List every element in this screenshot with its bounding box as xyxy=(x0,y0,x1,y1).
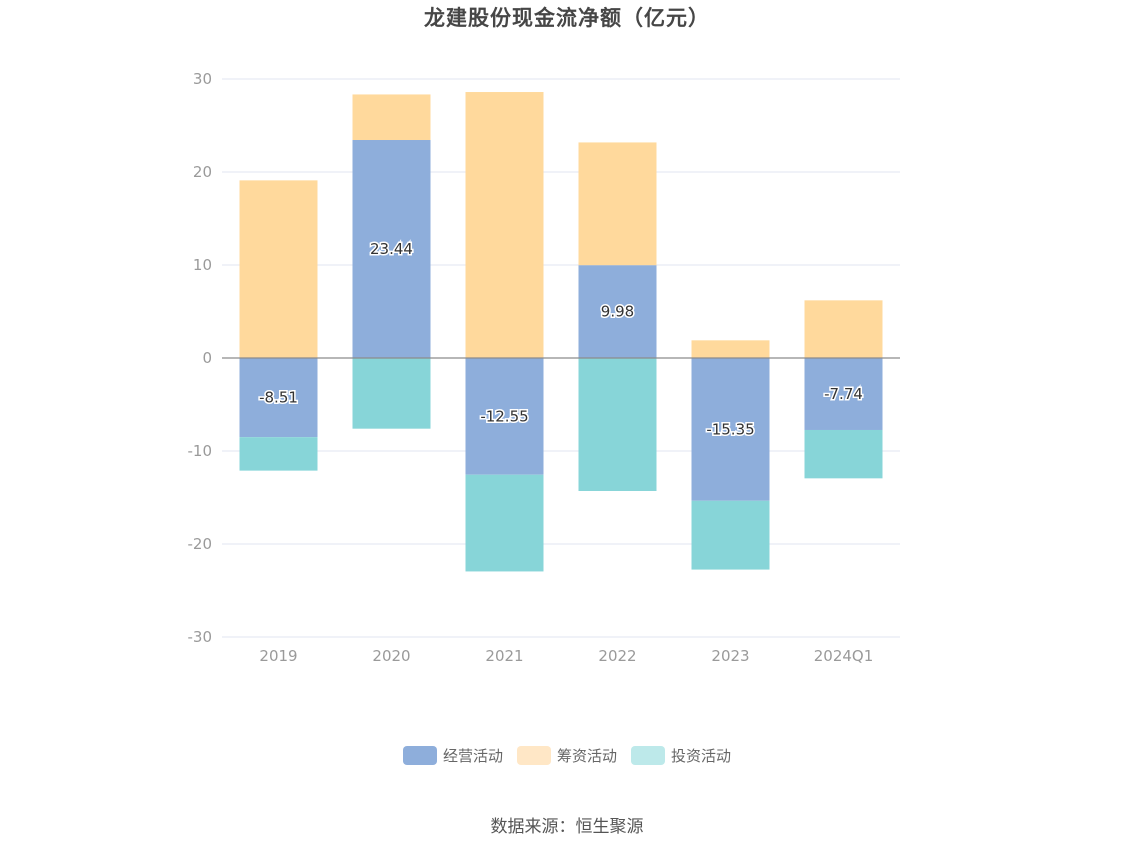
data-label-operating-2022: 9.98 xyxy=(601,303,634,321)
bar-financing-2023[interactable] xyxy=(691,340,770,358)
bar-financing-2021[interactable] xyxy=(465,92,544,359)
legend-swatch-operating xyxy=(402,746,437,765)
x-tick-label: 2024Q1 xyxy=(814,647,874,665)
y-tick-label: -20 xyxy=(188,535,213,553)
axis-layer: 30 20 10 0 -10 -20 -30 2019 2020 2021 2022 2023 2024… xyxy=(188,70,900,665)
source-note: 数据来源：恒生聚源 xyxy=(490,817,644,837)
legend-item-investing[interactable]: 投资活动 xyxy=(631,745,731,766)
bar-investing-2023[interactable] xyxy=(691,500,770,570)
y-tick-label: -30 xyxy=(188,628,213,646)
bar-investing-2020[interactable] xyxy=(352,358,431,429)
data-labels: -8.51 23.44 -12.55 9.98 -15.35 -7.74 xyxy=(258,239,865,440)
data-label-operating-2020: 23.44 xyxy=(370,240,413,258)
bar-operating-2024Q1[interactable] xyxy=(804,358,883,430)
x-tick-label: 2021 xyxy=(485,647,523,665)
chart-title: 龙建股份现金流净额（亿元） xyxy=(424,6,710,30)
bar-operating-2023[interactable] xyxy=(691,358,770,501)
y-tick-label: 20 xyxy=(193,163,212,181)
bar-investing-2024Q1[interactable] xyxy=(804,429,883,479)
data-label-operating-2021: -12.55 xyxy=(480,407,528,425)
legend-item-financing[interactable]: 筹资活动 xyxy=(516,745,617,766)
bar-financing-2024Q1[interactable] xyxy=(804,300,883,358)
bar-financing-2020[interactable] xyxy=(352,94,431,141)
bar-operating-2021[interactable] xyxy=(465,358,544,475)
legend-label-financing: 筹资活动 xyxy=(556,747,617,765)
bar-investing-2021[interactable] xyxy=(465,474,544,572)
bar-investing-2022[interactable] xyxy=(578,358,657,491)
legend: 经营活动 筹资活动 投资活动 xyxy=(0,745,1134,766)
y-tick-label: 0 xyxy=(202,349,212,367)
bar-financing-2019[interactable] xyxy=(239,180,318,358)
data-label-operating-2019: -8.51 xyxy=(259,389,298,407)
y-tick-label: 30 xyxy=(193,70,212,88)
chart-area: 30 20 10 0 -10 -20 -30 2019 2020 2021 2022 2023 2024… xyxy=(188,70,900,665)
x-tick-label: 2019 xyxy=(259,647,297,665)
data-label-operating-2023: -15.35 xyxy=(706,420,754,438)
bar-layer xyxy=(239,92,883,572)
bar-operating-2019[interactable] xyxy=(239,358,318,438)
y-tick-label: 10 xyxy=(193,256,212,274)
legend-label-investing: 投资活动 xyxy=(671,747,732,765)
data-label-operating-2024Q1: -7.74 xyxy=(824,385,863,403)
legend-label-operating: 经营活动 xyxy=(442,747,503,765)
bar-operating-2020[interactable] xyxy=(352,140,431,358)
x-tick-label: 2023 xyxy=(711,647,749,665)
bar-financing-2022[interactable] xyxy=(578,142,657,266)
bar-operating-2022[interactable] xyxy=(578,265,657,358)
x-tick-label: 2020 xyxy=(372,647,410,665)
legend-item-operating[interactable]: 经营活动 xyxy=(402,745,503,766)
legend-swatch-financing xyxy=(516,746,551,765)
legend-swatch-investing xyxy=(631,746,665,765)
y-tick-label: -10 xyxy=(188,442,213,460)
bar-investing-2019[interactable] xyxy=(239,437,318,471)
x-tick-label: 2022 xyxy=(598,647,636,665)
